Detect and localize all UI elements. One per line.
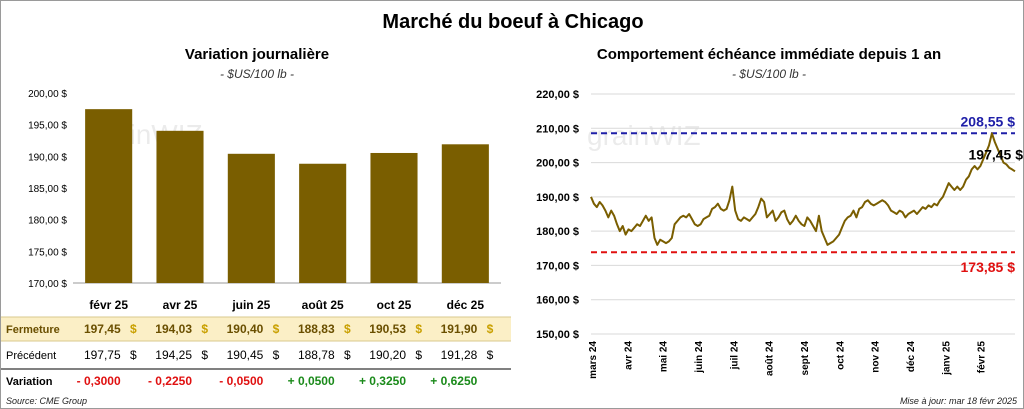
table-cell-unit: $: [487, 322, 494, 336]
x-tick-label: juin 25: [231, 298, 270, 312]
y-tick-label: 200,00 $: [28, 89, 67, 100]
y-tick-label: 200,00 $: [536, 158, 579, 170]
table-cell-unit: $: [273, 322, 280, 336]
price-line: [590, 132, 1016, 246]
y-tick-label: 190,00 $: [536, 192, 579, 204]
x-tick-label: oct 24: [835, 341, 846, 370]
table-cell: + 0,3250: [359, 374, 406, 388]
x-tick-label: janv 25: [941, 341, 952, 376]
table-cell-unit: $: [415, 348, 422, 362]
x-tick-label: déc 25: [447, 298, 485, 312]
table-cell: 197,45: [84, 322, 121, 336]
page-title: Marché du boeuf à Chicago: [382, 11, 644, 33]
x-tick-label: nov 24: [871, 341, 882, 373]
table-cell: 188,78: [298, 348, 335, 362]
x-tick-label: févr 25: [89, 298, 128, 312]
line-chart-title: Comportement échéance immédiate depuis 1…: [596, 46, 942, 63]
x-tick-label: août 24: [765, 341, 776, 376]
y-tick-label: 185,00 $: [28, 184, 67, 195]
x-tick-label: févr 25: [977, 341, 988, 374]
bar: [370, 152, 418, 283]
y-tick-label: 175,00 $: [28, 247, 67, 258]
x-tick-label: sept 24: [800, 341, 811, 376]
line-chart-unit: - $US/100 lb -: [731, 67, 807, 81]
bar: [85, 109, 133, 284]
update-note: Mise à jour: mar 18 févr 2025: [899, 396, 1017, 406]
table-cell: 190,53: [369, 322, 406, 336]
table-cell: 191,90: [441, 322, 478, 336]
table-cell: 190,20: [369, 348, 406, 362]
table-cell: - 0,0500: [219, 374, 263, 388]
table-cell: 194,03: [155, 322, 192, 336]
table-cell-unit: $: [273, 348, 280, 362]
table-cell: 194,25: [155, 348, 192, 362]
x-tick-label: déc 24: [906, 341, 917, 373]
table-cell: + 0,6250: [430, 374, 477, 388]
table-cell-unit: $: [201, 322, 208, 336]
bar: [227, 153, 275, 283]
x-tick-label: avr 24: [623, 341, 634, 370]
table-cell-unit: $: [130, 322, 137, 336]
bar: [441, 144, 489, 283]
y-tick-label: 210,00 $: [536, 123, 579, 135]
x-tick-label: mai 24: [659, 341, 670, 373]
table-cell-unit: $: [415, 322, 422, 336]
y-tick-label: 150,00 $: [536, 329, 579, 341]
x-tick-label: oct 25: [377, 298, 412, 312]
table-cell-unit: $: [487, 348, 494, 362]
table-cell: 190,45: [227, 348, 264, 362]
y-tick-label: 220,00 $: [536, 89, 579, 101]
table-row-highlight: [1, 317, 511, 341]
x-tick-label: mars 24: [588, 341, 599, 379]
last-value-label: 197,45 $: [969, 146, 1024, 162]
table-cell-unit: $: [344, 348, 351, 362]
table-row-label: Variation: [6, 376, 53, 388]
table-cell: - 0,2250: [148, 374, 192, 388]
y-tick-label: 190,00 $: [28, 152, 67, 163]
table-cell-unit: $: [130, 348, 137, 362]
y-tick-label: 180,00 $: [28, 216, 67, 227]
table-cell: 191,28: [441, 348, 478, 362]
x-tick-label: août 25: [302, 298, 344, 312]
x-tick-label: juil 24: [729, 341, 740, 371]
source-note: Source: CME Group: [6, 396, 88, 406]
table-cell: 197,75: [84, 348, 121, 362]
y-tick-label: 195,00 $: [28, 121, 67, 132]
y-tick-label: 170,00 $: [28, 279, 67, 290]
table-cell: - 0,3000: [77, 374, 121, 388]
watermark: grainWIZ: [587, 120, 701, 151]
table-row-label: Précédent: [6, 350, 56, 362]
table-row-label: Fermeture: [6, 324, 60, 336]
bar-chart-unit: - $US/100 lb -: [219, 67, 295, 81]
x-tick-label: juin 24: [694, 341, 705, 374]
table-cell: 188,83: [298, 322, 335, 336]
y-tick-label: 170,00 $: [536, 260, 579, 272]
table-cell-unit: $: [201, 348, 208, 362]
table-cell: 190,40: [227, 322, 264, 336]
bar: [299, 163, 347, 283]
low-label: 173,85 $: [961, 259, 1016, 275]
high-label: 208,55 $: [961, 113, 1016, 129]
table-cell: + 0,0500: [288, 374, 335, 388]
table-cell-unit: $: [344, 322, 351, 336]
y-tick-label: 160,00 $: [536, 295, 579, 307]
bar: [156, 130, 204, 283]
bar-chart-title: Variation journalière: [184, 46, 330, 63]
y-tick-label: 180,00 $: [536, 226, 579, 238]
x-tick-label: avr 25: [163, 298, 198, 312]
line-chart: grainWIZ 150,00 $ 160,00 $ 170,00 $ 180,00 $…: [536, 89, 1024, 379]
